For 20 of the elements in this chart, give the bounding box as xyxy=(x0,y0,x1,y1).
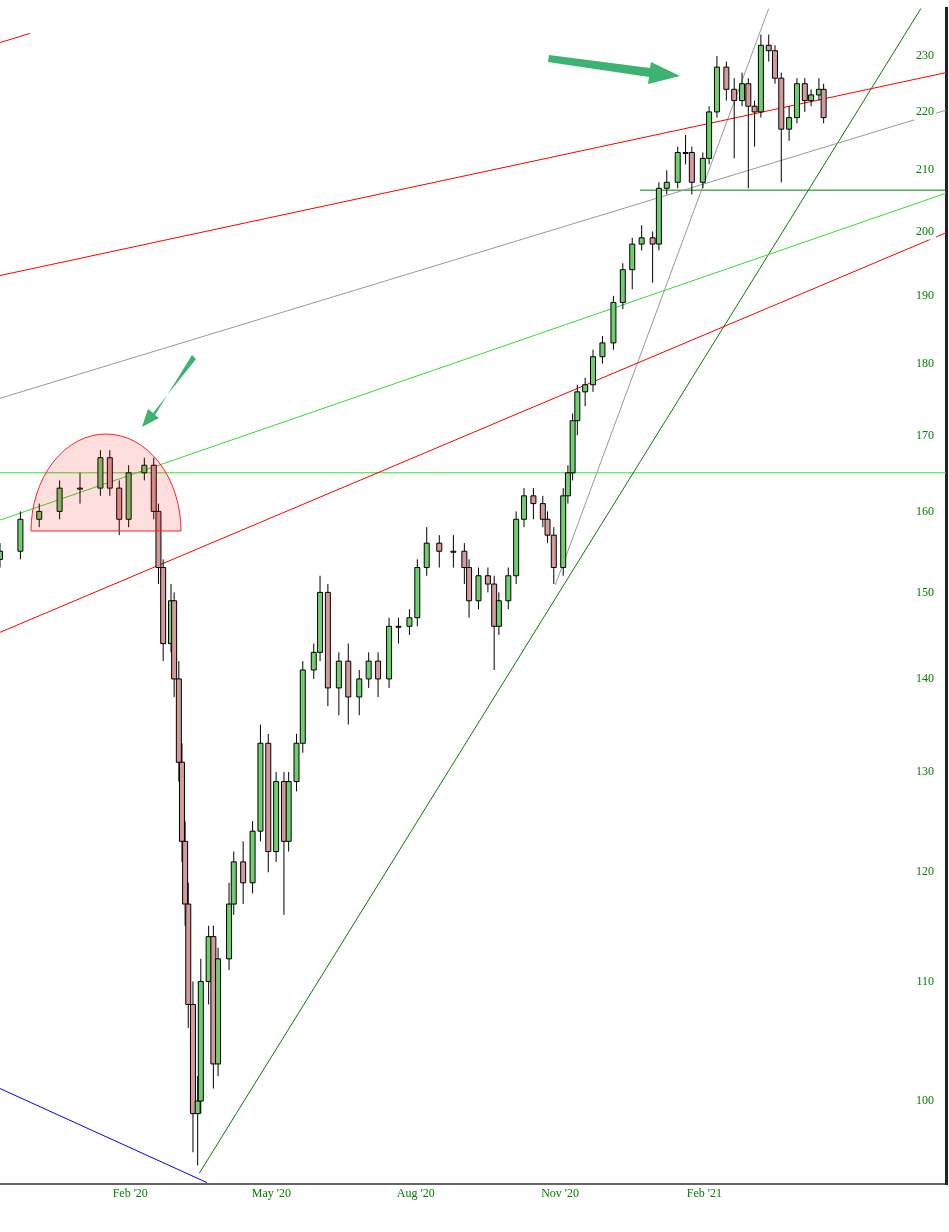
x-tick-label: Feb '21 xyxy=(686,1186,722,1201)
y-tick-label: 210 xyxy=(916,162,934,177)
y-tick-label: 200 xyxy=(916,223,934,238)
y-tick-label: 120 xyxy=(916,864,934,879)
x-tick-label: Aug '20 xyxy=(396,1186,435,1201)
candlestick xyxy=(520,487,527,528)
y-tick-label: 140 xyxy=(916,671,934,686)
x-tick-label: Feb '20 xyxy=(112,1186,148,1201)
y-tick-label: 230 xyxy=(916,48,934,63)
y-tick-label: 160 xyxy=(916,503,934,518)
y-tick-label: 130 xyxy=(916,764,934,779)
y-tick-label: 220 xyxy=(916,104,934,119)
y-tick-label: 150 xyxy=(916,584,934,599)
y-tick-label: 180 xyxy=(916,355,934,370)
x-tick-label: Nov '20 xyxy=(541,1186,579,1201)
y-tick-label: 190 xyxy=(916,287,934,302)
x-tick-label: May '20 xyxy=(251,1186,291,1201)
y-tick-label: 170 xyxy=(916,427,934,442)
y-tick-label: 100 xyxy=(916,1093,934,1108)
y-tick-label: 110 xyxy=(916,973,934,988)
